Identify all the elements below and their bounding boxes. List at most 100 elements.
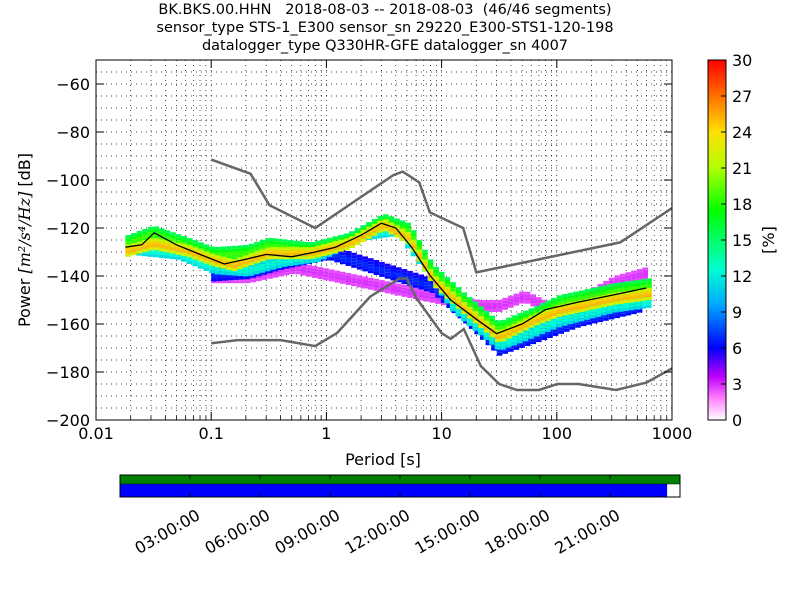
density-cell — [444, 300, 450, 304]
density-cell — [362, 268, 368, 272]
density-cell — [567, 321, 574, 325]
density-cell — [383, 222, 389, 226]
density-cell — [377, 229, 383, 233]
density-cell — [590, 290, 596, 294]
density-cell — [640, 288, 647, 292]
density-cell — [573, 291, 579, 295]
density-cell — [407, 279, 413, 283]
density-cell — [399, 237, 406, 241]
density-cell — [164, 240, 171, 244]
density-cell — [147, 253, 154, 257]
density-cell — [496, 352, 503, 356]
density-cell — [500, 340, 506, 344]
density-cell — [187, 254, 193, 258]
density-cell — [612, 295, 619, 299]
density-cell — [355, 236, 361, 239]
density-cell — [340, 274, 346, 278]
density-cell — [356, 284, 363, 288]
density-cell — [228, 280, 234, 284]
density-cell — [394, 225, 400, 229]
density-cell — [401, 290, 408, 294]
y-tick-label: −200 — [46, 411, 90, 430]
density-cell — [601, 306, 607, 310]
density-cell — [528, 321, 535, 325]
density-cell — [483, 334, 490, 337]
density-cell — [211, 278, 217, 282]
density-cell — [265, 256, 271, 260]
density-cell — [424, 285, 430, 289]
density-cell — [450, 285, 456, 289]
density-cell — [371, 223, 378, 227]
density-cell — [472, 320, 479, 324]
density-cell — [586, 321, 592, 325]
density-cell — [590, 306, 596, 310]
density-cell — [513, 302, 520, 306]
density-cell — [231, 251, 238, 255]
density-cell — [612, 309, 618, 313]
density-cell — [181, 255, 187, 259]
density-cell — [629, 307, 635, 311]
density-cell — [646, 281, 652, 285]
density-cell — [551, 310, 557, 313]
density-cell — [147, 247, 154, 251]
density-cell — [427, 265, 434, 269]
density-cell — [645, 298, 652, 302]
density-cell — [528, 335, 534, 339]
density-cell — [625, 272, 632, 276]
density-cell — [506, 335, 512, 339]
density-cell — [412, 284, 419, 288]
density-cell — [159, 231, 165, 235]
density-cell — [175, 234, 182, 238]
density-cell — [220, 252, 227, 256]
density-cell — [625, 275, 632, 279]
density-cell — [299, 247, 305, 251]
density-cell — [153, 235, 159, 239]
density-cell — [422, 259, 428, 263]
density-cell — [601, 312, 607, 316]
density-cell — [289, 268, 296, 271]
density-cell — [371, 226, 378, 230]
density-cell — [483, 311, 490, 314]
density-cell — [187, 251, 193, 255]
density-cell — [237, 248, 243, 252]
density-cell — [640, 299, 646, 303]
density-cell — [539, 322, 546, 326]
density-cell — [539, 303, 546, 307]
density-cell — [293, 243, 299, 247]
density-cell — [495, 323, 501, 327]
density-cell — [345, 279, 352, 282]
density-cell — [340, 258, 346, 262]
density-cell — [282, 253, 288, 257]
density-cell — [306, 264, 312, 268]
density-cell — [164, 233, 171, 237]
density-cell — [198, 245, 204, 249]
density-cell — [472, 304, 479, 308]
density-cell — [175, 240, 182, 244]
density-cell — [519, 294, 525, 298]
density-cell — [640, 279, 647, 283]
density-cell — [287, 256, 294, 260]
density-cell — [500, 343, 506, 347]
density-cell — [250, 279, 256, 283]
density-cell — [461, 302, 467, 305]
x-tick-label: 0.01 — [78, 424, 114, 443]
density-cell — [198, 252, 204, 256]
density-cell — [310, 245, 316, 248]
density-cell — [612, 306, 618, 310]
timeline-tick-label: 09:00:00 — [271, 505, 343, 557]
density-cell — [500, 319, 507, 323]
density-cell — [388, 233, 394, 237]
density-cell — [612, 286, 619, 290]
density-cell — [343, 233, 350, 237]
density-cell — [489, 321, 495, 325]
density-cell — [310, 252, 316, 256]
density-cell — [485, 339, 492, 343]
density-cell — [242, 267, 249, 271]
density-cell — [547, 332, 553, 335]
density-cell — [250, 276, 256, 280]
density-cell — [511, 339, 518, 343]
density-cell — [551, 316, 557, 319]
density-cell — [433, 269, 439, 273]
density-cell — [175, 248, 182, 252]
density-cell — [433, 285, 439, 289]
